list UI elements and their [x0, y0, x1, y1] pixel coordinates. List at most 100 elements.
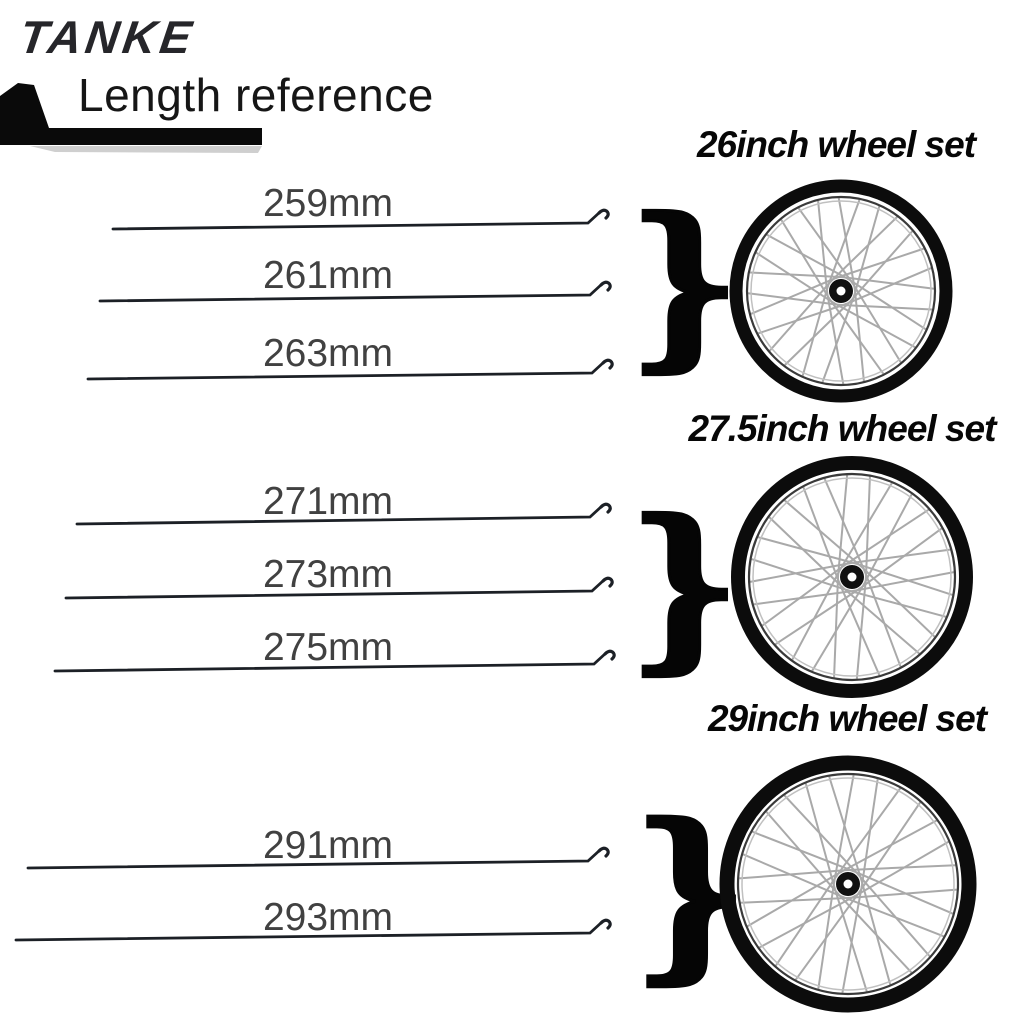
brace-icon: }: [627, 179, 741, 388]
wheel-spoke: [761, 564, 846, 627]
wheel-spoke: [839, 303, 933, 311]
wheel-spoke: [755, 251, 835, 305]
wheel-spoke: [853, 288, 865, 382]
wheel-spoke: [835, 787, 902, 878]
wheel-spoke: [774, 587, 862, 646]
spoke-length-label: 263mm: [262, 332, 394, 375]
rim-ring: [747, 472, 957, 682]
wheel-set-title-29: 29inch wheel set: [707, 698, 987, 739]
wheel-spoke: [826, 199, 861, 288]
wheel-spoke: [784, 299, 853, 366]
wheel-spoke: [794, 890, 861, 981]
rim-inner-ring: [750, 200, 932, 382]
wheel-set-title-26: 26inch wheel set: [696, 124, 976, 165]
wheel-spoke: [858, 527, 943, 590]
wheel-spoke: [765, 811, 839, 895]
wheel-spoke: [750, 276, 837, 315]
spoke-hook: [601, 358, 614, 370]
spoke-line: [53, 651, 608, 673]
wheel-spoke: [851, 282, 902, 363]
wheel-spoke: [747, 292, 841, 306]
spoke-hook: [597, 846, 610, 858]
spoke-length-label: 271mm: [262, 480, 394, 523]
wheel-spoke: [801, 285, 829, 377]
brand-logo: TANKE: [16, 11, 199, 63]
wheel-spoke: [847, 589, 947, 618]
wheel-spoke: [837, 197, 856, 290]
wheel-spoke: [846, 864, 956, 872]
wheel-spoke: [852, 869, 954, 915]
spoke-hook: [597, 208, 610, 220]
wheel-spoke: [804, 783, 836, 889]
wheel-spoke: [758, 895, 856, 949]
wheel-spoke: [860, 778, 879, 887]
wheel-spoke: [753, 589, 855, 606]
spoke-line: [111, 210, 602, 231]
rim-ring: [745, 195, 937, 387]
spoke-length-label: 261mm: [262, 254, 394, 297]
wheel-spoke: [848, 888, 957, 899]
wheel-spoke: [842, 508, 930, 567]
spoke-line: [86, 360, 606, 381]
wheel-spoke: [780, 219, 831, 300]
wheel-spoke: [784, 499, 863, 568]
ribbon-banner: [0, 83, 262, 145]
hub-axle-hole: [843, 879, 853, 889]
wheel-spoke: [828, 297, 885, 375]
hub-axle-hole: [847, 572, 857, 582]
wheel-spoke: [840, 819, 938, 873]
wheel-spoke: [838, 482, 893, 572]
spoke-hook: [599, 502, 612, 514]
wheel-spoke: [802, 486, 841, 584]
wheel-spoke: [849, 230, 914, 302]
tire-ring: [731, 456, 973, 698]
wheel-spoke: [817, 200, 829, 294]
wheel-spoke: [841, 586, 920, 655]
spoke-hook: [603, 649, 616, 661]
page-title: Length reference: [78, 69, 434, 121]
spoke-length-label: 275mm: [262, 626, 394, 669]
wheel-spoke: [853, 840, 949, 898]
spoke-length-label: 291mm: [262, 824, 394, 867]
wheel-image: [731, 456, 973, 698]
wheel-spoke: [845, 267, 932, 306]
tire-ring: [729, 179, 953, 403]
wheel-spoke: [835, 247, 925, 280]
spoke-line: [26, 848, 602, 870]
wheel-spoke: [791, 569, 841, 661]
wheel-spoke: [857, 873, 931, 957]
spoke-length-label: 293mm: [262, 896, 394, 939]
wheel-spoke: [768, 516, 844, 589]
rim-inner-ring: [741, 777, 955, 991]
brace-icon: }: [627, 481, 741, 690]
wheel-spoke: [766, 233, 850, 281]
rim-inner-ring: [752, 477, 952, 677]
spoke-line: [75, 504, 604, 526]
wheel-spoke: [863, 493, 913, 585]
wheel-set-title-27-5: 27.5inch wheel set: [688, 408, 997, 449]
wheel-spoke: [826, 292, 845, 385]
spoke-line: [14, 920, 604, 942]
spoke-line: [64, 578, 606, 600]
spoke-hook: [601, 576, 614, 588]
rim-ring: [736, 772, 960, 996]
wheel-spoke: [847, 277, 927, 331]
wheel-image: [729, 179, 953, 403]
tire-ring: [719, 755, 977, 1013]
wheel-spoke: [829, 216, 898, 283]
wheel-spoke: [751, 558, 849, 592]
wheel-spoke: [841, 885, 863, 994]
wheel-spoke: [853, 205, 881, 297]
spoke-hook: [599, 918, 612, 930]
wheel-spoke: [855, 562, 953, 596]
spoke-line: [98, 282, 604, 303]
wheel-spoke: [837, 475, 849, 577]
wheel-spoke: [797, 207, 854, 285]
wheel-spoke: [853, 571, 955, 592]
spoke-length-label: 259mm: [262, 182, 394, 225]
wheel-spoke: [833, 774, 855, 883]
wheel-image: [719, 755, 977, 1013]
ribbon-shadow: [30, 146, 262, 153]
wheel-spoke: [864, 476, 871, 579]
